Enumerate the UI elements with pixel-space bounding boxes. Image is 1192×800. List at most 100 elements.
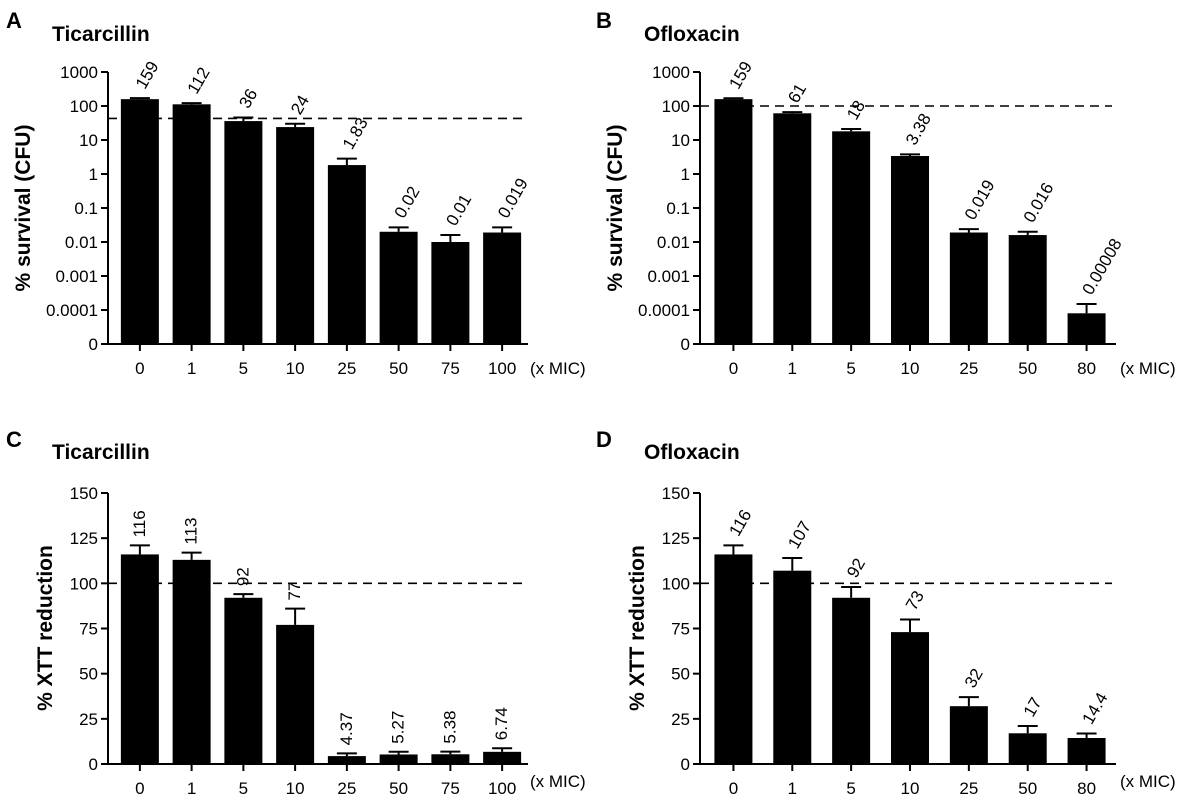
panel-title: Ticarcillin <box>52 23 150 46</box>
bar <box>327 756 366 764</box>
y-tick-label: 1 <box>89 165 98 184</box>
bar <box>379 754 418 764</box>
value-label: 14.4 <box>1079 689 1112 727</box>
y-tick-label: 0.1 <box>74 199 98 218</box>
value-label: 4.37 <box>337 712 356 745</box>
bar <box>949 232 988 344</box>
x-tick-label: 1 <box>187 359 196 378</box>
y-tick-label: 25 <box>79 710 98 729</box>
value-label: 1.83 <box>339 114 372 152</box>
value-label: 112 <box>184 64 214 97</box>
value-label: 5.27 <box>389 711 408 744</box>
panel-a: 0 0.0001 0.001 0.01 0.1 1 10 100 1000 0 159 1 112 5 36… <box>6 8 586 378</box>
y-tick-label: 0.001 <box>55 267 98 286</box>
value-label: 0.019 <box>961 177 999 223</box>
bar <box>120 99 159 344</box>
x-tick-label: 50 <box>1018 779 1037 798</box>
bar <box>832 131 871 344</box>
y-tick-label: 125 <box>70 529 98 548</box>
panel-title: Ticarcillin <box>52 441 150 464</box>
y-tick-label: 0.01 <box>657 233 690 252</box>
y-tick-label: 0.0001 <box>638 301 690 320</box>
x-axis-unit-label: (x MIC) <box>1120 359 1176 378</box>
x-tick-label: 1 <box>187 779 196 798</box>
y-tick-label: 1 <box>681 165 690 184</box>
value-label: 92 <box>843 555 869 581</box>
y-axis-label: % survival (CFU) <box>12 125 35 292</box>
panel-letter: A <box>6 8 22 33</box>
value-label: 116 <box>725 506 755 539</box>
y-tick-label: 0.1 <box>666 199 690 218</box>
bar <box>327 165 366 344</box>
bar <box>1008 733 1047 764</box>
value-label: 73 <box>902 588 928 614</box>
x-tick-label: 80 <box>1077 779 1096 798</box>
bar <box>1067 737 1106 764</box>
value-label: 61 <box>784 80 810 106</box>
value-label: 0.01 <box>442 191 475 229</box>
bar <box>891 156 929 344</box>
x-tick-label: 1 <box>788 359 797 378</box>
x-tick-label: 75 <box>441 359 460 378</box>
value-label: 107 <box>784 518 815 552</box>
x-tick-label: 25 <box>337 779 356 798</box>
value-label: 24 <box>287 92 313 118</box>
x-tick-label: 75 <box>441 779 460 798</box>
x-tick-label: 10 <box>286 779 305 798</box>
x-tick-label: 100 <box>488 779 516 798</box>
y-tick-label: 0.001 <box>647 267 690 286</box>
x-tick-label: 5 <box>239 779 248 798</box>
y-tick-label: 25 <box>671 710 690 729</box>
value-label: 6.74 <box>492 707 511 740</box>
y-tick-label: 100 <box>662 574 690 593</box>
bar <box>120 554 159 764</box>
value-label: 0.019 <box>494 175 532 221</box>
panel-letter: B <box>596 8 612 33</box>
panel-letter: C <box>6 427 22 452</box>
value-label: 3.38 <box>902 110 935 148</box>
bar <box>832 597 871 764</box>
y-tick-label: 50 <box>79 665 98 684</box>
y-tick-label: 0 <box>681 335 690 354</box>
x-tick-label: 1 <box>788 779 797 798</box>
value-label: 77 <box>285 582 304 601</box>
y-tick-label: 1000 <box>652 63 690 82</box>
y-tick-label: 125 <box>662 529 690 548</box>
bar <box>773 570 812 764</box>
x-tick-label: 10 <box>901 779 920 798</box>
value-label: 113 <box>182 518 201 545</box>
y-tick-label: 0.0001 <box>46 301 98 320</box>
panel-title: Ofloxacin <box>644 23 740 46</box>
bar <box>276 127 315 344</box>
bar <box>483 751 522 764</box>
bar <box>714 554 753 764</box>
y-tick-label: 0 <box>681 755 690 774</box>
x-tick-label: 80 <box>1077 359 1096 378</box>
y-axis-label: % survival (CFU) <box>604 125 627 292</box>
x-axis-unit-label: (x MIC) <box>530 772 586 791</box>
x-tick-label: 25 <box>337 359 356 378</box>
y-tick-label: 100 <box>662 97 690 116</box>
bar <box>949 706 988 764</box>
y-tick-label: 0 <box>89 335 98 354</box>
x-tick-label: 25 <box>959 779 978 798</box>
bar <box>379 231 418 344</box>
x-tick-label: 0 <box>135 359 144 378</box>
y-tick-label: 1000 <box>60 63 98 82</box>
x-tick-label: 0 <box>135 779 144 798</box>
y-axis-label: % XTT reduction <box>34 545 57 711</box>
x-axis-unit-label: (x MIC) <box>530 359 586 378</box>
y-tick-label: 150 <box>70 484 98 503</box>
y-tick-label: 100 <box>70 574 98 593</box>
value-label: 32 <box>961 665 987 691</box>
x-tick-label: 25 <box>959 359 978 378</box>
panel-b: 0 0.0001 0.001 0.01 0.1 1 10 100 1000 0 159 1 61 5 18 1… <box>596 8 1176 378</box>
x-tick-label: 5 <box>846 779 855 798</box>
bar <box>276 624 315 764</box>
bar <box>483 232 522 344</box>
y-axis-label: % XTT reduction <box>626 545 649 711</box>
x-tick-label: 0 <box>729 779 738 798</box>
y-tick-label: 0 <box>89 755 98 774</box>
value-label: 0.016 <box>1020 179 1058 225</box>
